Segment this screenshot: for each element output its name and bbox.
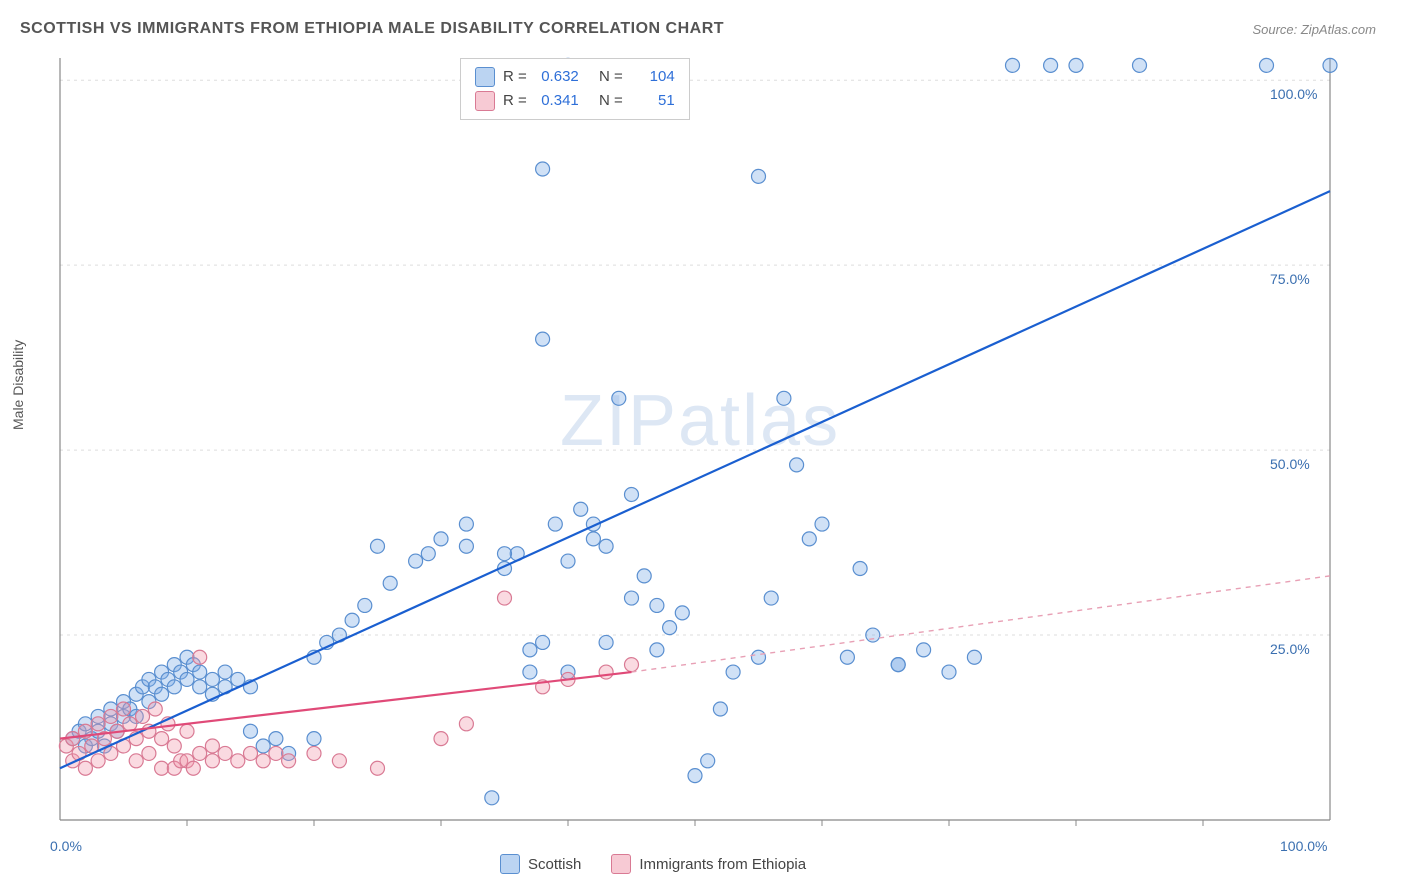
- r-value-ethiopia: 0.341: [535, 89, 579, 113]
- r-label: R =: [503, 89, 527, 113]
- swatch-scottish: [500, 854, 520, 874]
- y-tick-label: 50.0%: [1270, 456, 1310, 472]
- r-label: R =: [503, 65, 527, 89]
- y-tick-label: 75.0%: [1270, 271, 1310, 287]
- legend-item-scottish: Scottish: [500, 854, 581, 874]
- y-tick-label: 100.0%: [1270, 86, 1317, 102]
- swatch-ethiopia: [611, 854, 631, 874]
- series-legend: Scottish Immigrants from Ethiopia: [500, 854, 806, 874]
- n-value-ethiopia: 51: [631, 89, 675, 113]
- n-label: N =: [599, 65, 623, 89]
- n-value-scottish: 104: [631, 65, 675, 89]
- legend-row-scottish: R = 0.632 N = 104: [475, 65, 675, 89]
- swatch-ethiopia: [475, 91, 495, 111]
- scatter-chart: [0, 0, 1406, 892]
- legend-label-ethiopia: Immigrants from Ethiopia: [639, 856, 806, 873]
- legend-row-ethiopia: R = 0.341 N = 51: [475, 89, 675, 113]
- x-tick-label: 0.0%: [50, 838, 82, 854]
- r-value-scottish: 0.632: [535, 65, 579, 89]
- legend-item-ethiopia: Immigrants from Ethiopia: [611, 854, 806, 874]
- swatch-scottish: [475, 67, 495, 87]
- correlation-legend: R = 0.632 N = 104 R = 0.341 N = 51: [460, 58, 690, 120]
- x-tick-label: 100.0%: [1280, 838, 1327, 854]
- y-tick-label: 25.0%: [1270, 641, 1310, 657]
- legend-label-scottish: Scottish: [528, 856, 581, 873]
- n-label: N =: [599, 89, 623, 113]
